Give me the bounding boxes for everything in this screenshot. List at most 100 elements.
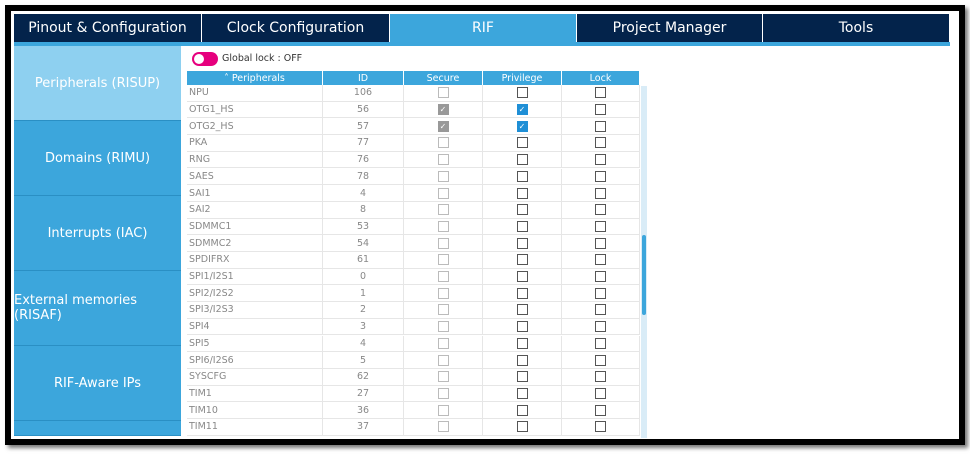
sidebar-item[interactable]: External memories (RISAF) — [14, 271, 181, 346]
privilege-checkbox[interactable] — [516, 154, 528, 166]
privilege-checkbox[interactable] — [516, 220, 528, 232]
checkbox-cell — [562, 402, 640, 419]
secure-checkbox — [437, 371, 449, 383]
column-header[interactable]: ˄ Peripherals — [187, 71, 323, 85]
lock-checkbox[interactable] — [595, 404, 606, 416]
peripheral-name: SAI1 — [187, 185, 323, 202]
peripheral-name: SDMMC2 — [187, 235, 323, 252]
privilege-checkbox[interactable] — [516, 87, 528, 99]
peripheral-id: 56 — [323, 101, 404, 119]
privilege-checkbox[interactable] — [516, 204, 528, 216]
app: Pinout & Configuration Clock Configuratio… — [5, 5, 965, 445]
peripheral-name: SPI3/I2S3 — [187, 302, 323, 319]
peripheral-name: TIM11 — [187, 419, 323, 436]
privilege-checkbox[interactable] — [516, 421, 528, 433]
checkbox-cell — [562, 135, 640, 152]
privilege-checkbox[interactable] — [516, 254, 528, 266]
lock-checkbox[interactable] — [595, 254, 606, 266]
checkbox-cell — [562, 168, 640, 186]
secure-checkbox — [437, 304, 449, 316]
lock-checkbox[interactable] — [595, 170, 606, 182]
secure-checkbox: ✓ — [437, 104, 449, 116]
lock-checkbox[interactable] — [595, 321, 606, 333]
peripheral-id: 53 — [323, 218, 404, 236]
tab[interactable]: Project Manager — [577, 14, 762, 42]
lock-checkbox[interactable] — [595, 237, 606, 249]
secure-checkbox — [437, 404, 449, 416]
peripheral-name: SAI2 — [187, 201, 323, 219]
checkbox-cell — [483, 385, 562, 403]
lock-checkbox[interactable] — [595, 287, 606, 299]
checkbox-cell — [404, 235, 483, 252]
lock-checkbox[interactable] — [595, 137, 606, 149]
secure-checkbox — [437, 204, 449, 216]
lock-checkbox[interactable] — [595, 421, 606, 433]
peripheral-name: SPI5 — [187, 335, 323, 353]
lock-checkbox[interactable] — [595, 187, 606, 199]
lock-checkbox[interactable] — [595, 154, 606, 166]
lock-checkbox[interactable] — [595, 387, 606, 399]
checkbox-cell — [483, 151, 562, 169]
privilege-checkbox[interactable] — [516, 371, 528, 383]
peripheral-name: TIM10 — [187, 402, 323, 419]
lock-checkbox[interactable] — [595, 271, 606, 283]
privilege-checkbox[interactable] — [516, 354, 528, 366]
privilege-checkbox[interactable] — [516, 187, 528, 199]
lock-checkbox[interactable] — [595, 337, 606, 349]
checkbox-cell — [483, 252, 562, 269]
column-header[interactable]: Privilege — [483, 71, 562, 85]
privilege-checkbox[interactable] — [516, 287, 528, 299]
lock-checkbox[interactable] — [595, 120, 606, 132]
column-header[interactable]: ID — [323, 71, 404, 85]
toggle-knob — [194, 54, 204, 64]
checkbox-cell — [562, 201, 640, 219]
privilege-checkbox[interactable]: ✓ — [516, 104, 528, 116]
lock-checkbox[interactable] — [595, 220, 606, 232]
privilege-checkbox[interactable] — [516, 337, 528, 349]
lock-checkbox[interactable] — [595, 87, 606, 99]
sidebar-item[interactable]: Peripherals (RISUP) — [14, 46, 181, 121]
checkbox-cell — [404, 268, 483, 286]
peripheral-id: 4 — [323, 185, 404, 202]
lock-checkbox[interactable] — [595, 304, 606, 316]
peripheral-id: 106 — [323, 85, 404, 102]
tab[interactable]: Pinout & Configuration — [14, 14, 201, 42]
lock-checkbox[interactable] — [595, 204, 606, 216]
global-lock-label: Global lock : OFF — [222, 53, 303, 64]
sidebar-item[interactable]: RIF-Aware IPs — [14, 346, 181, 421]
lock-checkbox[interactable] — [595, 354, 606, 366]
privilege-checkbox[interactable] — [516, 271, 528, 283]
checkbox-cell — [562, 352, 640, 369]
privilege-checkbox[interactable] — [516, 137, 528, 149]
peripheral-name: SPI4 — [187, 318, 323, 336]
peripheral-id: 36 — [323, 402, 404, 419]
privilege-checkbox[interactable] — [516, 321, 528, 333]
privilege-checkbox[interactable]: ✓ — [516, 120, 528, 132]
privilege-checkbox[interactable] — [516, 304, 528, 316]
checkbox-cell — [483, 285, 562, 303]
peripheral-id: 37 — [323, 419, 404, 436]
checkbox-cell — [483, 135, 562, 152]
privilege-checkbox[interactable] — [516, 404, 528, 416]
peripheral-id: 0 — [323, 268, 404, 286]
column-header[interactable]: Lock — [562, 71, 640, 85]
tab[interactable]: RIF — [390, 14, 576, 42]
peripheral-name: SAES — [187, 168, 323, 186]
checkbox-cell: ✓ — [404, 118, 483, 136]
sidebar-item[interactable]: Domains (RIMU) — [14, 121, 181, 196]
checkbox-cell — [562, 335, 640, 353]
checkbox-cell — [404, 335, 483, 353]
peripheral-name: RNG — [187, 151, 323, 169]
lock-checkbox[interactable] — [595, 104, 606, 116]
privilege-checkbox[interactable] — [516, 237, 528, 249]
privilege-checkbox[interactable] — [516, 170, 528, 182]
tab[interactable]: Tools — [763, 14, 949, 42]
column-header[interactable]: Secure — [404, 71, 483, 85]
lock-checkbox[interactable] — [595, 371, 606, 383]
tab[interactable]: Clock Configuration — [202, 14, 389, 42]
scrollbar-thumb[interactable] — [642, 235, 646, 315]
privilege-checkbox[interactable] — [516, 387, 528, 399]
checkbox-cell — [404, 135, 483, 152]
sidebar-item[interactable]: Interrupts (IAC) — [14, 196, 181, 271]
checkbox-cell — [483, 201, 562, 219]
